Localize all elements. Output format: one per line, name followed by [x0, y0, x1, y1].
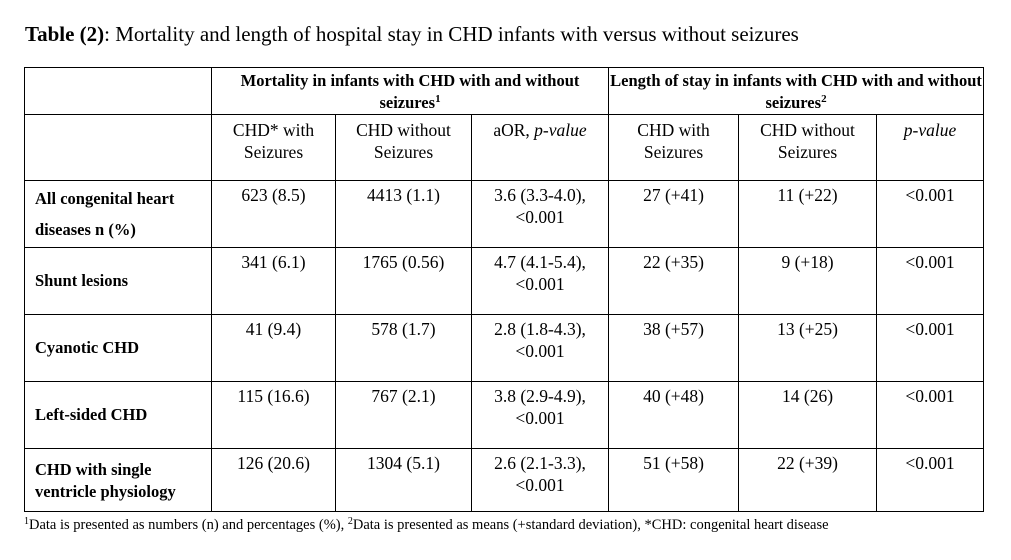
- cell: <0.001: [876, 180, 985, 248]
- cell: 767 (2.1): [335, 381, 472, 449]
- row-label-single-ventricle: CHD with single ventricle physiology: [24, 448, 212, 512]
- table-row: CHD with single ventricle physiology 126 …: [24, 448, 985, 512]
- cell: 3.6 (3.3-4.0), <0.001: [470, 180, 610, 248]
- cell: <0.001: [876, 314, 985, 382]
- cell: 2.6 (2.1-3.3), <0.001: [470, 448, 610, 512]
- cell: 40 (+48): [608, 381, 740, 449]
- cell: 4413 (1.1): [335, 180, 472, 248]
- table-caption: Table (2): Mortality and length of hospi…: [25, 22, 799, 47]
- cell: 2.8 (1.8-4.3), <0.001: [470, 314, 610, 382]
- cell: 4.7 (4.1-5.4), <0.001: [470, 247, 610, 315]
- table-row: Cyanotic CHD 41 (9.4) 578 (1.7) 2.8 (1.8…: [24, 314, 985, 382]
- cell: 22 (+35): [608, 247, 740, 315]
- cell: 38 (+57): [608, 314, 740, 382]
- col-header-los-chd-with-seizures: CHD with Seizures: [608, 114, 740, 181]
- row-label-shunt-lesions: Shunt lesions: [24, 247, 212, 315]
- empty-label-cell: [24, 114, 212, 181]
- col-header-aor-pvalue: aOR, p-value: [470, 114, 610, 181]
- cell: 341 (6.1): [211, 247, 336, 315]
- cell: <0.001: [876, 381, 985, 449]
- col-header-los-chd-without-seizures: CHD without Seizures: [738, 114, 878, 181]
- cell: <0.001: [876, 448, 985, 512]
- cell: 51 (+58): [608, 448, 740, 512]
- cell: 1765 (0.56): [335, 247, 472, 315]
- cell: <0.001: [876, 247, 985, 315]
- cell: 9 (+18): [738, 247, 878, 315]
- cell: 623 (8.5): [211, 180, 336, 248]
- table-row: All congenital heart diseases n (%) 623 (…: [24, 180, 985, 248]
- row-label-all-chd: All congenital heart diseases n (%): [24, 180, 212, 248]
- mortality-group-header: Mortality in infants with CHD with and w…: [210, 67, 610, 115]
- col-header-chd-with-seizures: CHD* with Seizures: [211, 114, 336, 181]
- row-label-left-sided-chd: Left-sided CHD: [24, 381, 212, 449]
- cell: 27 (+41): [608, 180, 740, 248]
- group-header-row: Mortality in infants with CHD with and w…: [24, 67, 985, 115]
- caption-label: Table (2): [25, 22, 105, 46]
- column-header-row: CHD* with Seizures CHD without Seizures aO…: [24, 114, 985, 181]
- row-label-cyanotic-chd: Cyanotic CHD: [24, 314, 212, 382]
- cell: 11 (+22): [738, 180, 878, 248]
- col-header-chd-without-seizures: CHD without Seizures: [335, 114, 472, 181]
- cell: 3.8 (2.9-4.9), <0.001: [470, 381, 610, 449]
- col-header-los-pvalue: p-value: [876, 114, 985, 181]
- length-of-stay-group-header: Length of stay in infants with CHD with …: [608, 67, 985, 115]
- cell: 13 (+25): [738, 314, 878, 382]
- cell: 126 (20.6): [211, 448, 336, 512]
- mortality-table: Mortality in infants with CHD with and w…: [24, 67, 985, 512]
- cell: 1304 (5.1): [335, 448, 472, 512]
- table-row: Left-sided CHD 115 (16.6) 767 (2.1) 3.8 …: [24, 381, 985, 449]
- caption-text: : Mortality and length of hospital stay …: [104, 22, 799, 46]
- table-footnote: 1Data is presented as numbers (n) and pe…: [24, 516, 829, 534]
- empty-corner-cell: [24, 67, 212, 115]
- cell: 115 (16.6): [211, 381, 336, 449]
- cell: 41 (9.4): [211, 314, 336, 382]
- cell: 22 (+39): [738, 448, 878, 512]
- cell: 14 (26): [738, 381, 878, 449]
- cell: 578 (1.7): [335, 314, 472, 382]
- table-row: Shunt lesions 341 (6.1) 1765 (0.56) 4.7 …: [24, 247, 985, 315]
